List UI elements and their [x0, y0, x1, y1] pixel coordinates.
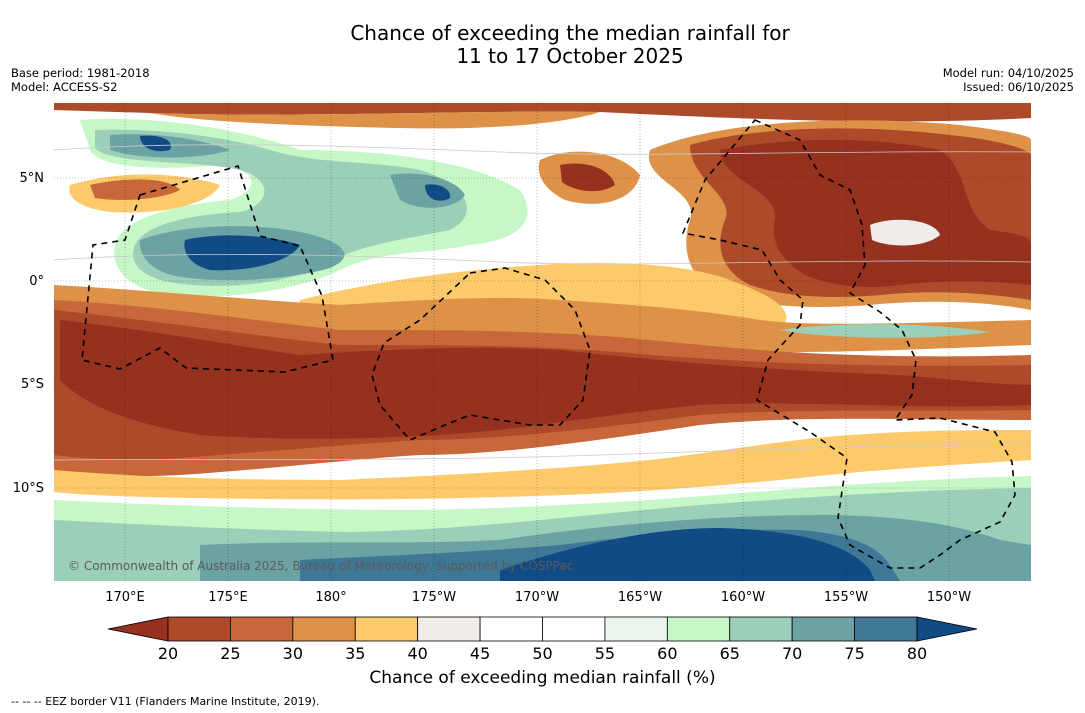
colorbar-segment: [167, 616, 231, 642]
title-line-2: 11 to 17 October 2025: [456, 44, 684, 68]
colorbar-arrow-low: [107, 616, 169, 642]
colorbar-segment: [854, 616, 918, 642]
colorbar-segment: [666, 616, 731, 642]
lon-label-180: 180°: [315, 590, 347, 605]
lat-label-10s: 10°S: [12, 481, 44, 496]
nw-deep-blue-zone: [140, 135, 451, 271]
colorbar-arrow-high: [916, 616, 978, 642]
lat-label-0: 0°: [29, 274, 44, 289]
model-run: Model run: 04/10/2025: [942, 66, 1074, 80]
colorbar-tick-label: 65: [719, 644, 740, 663]
colorbar-tick-label: 50: [532, 644, 553, 663]
colorbar-segment: [230, 616, 294, 642]
colorbar-segment: [354, 616, 419, 642]
lon-label-150w: 150°W: [926, 590, 972, 605]
colorbar-segment: [791, 616, 855, 642]
lon-label-165w: 165°W: [617, 590, 663, 605]
lat-label-5s: 5°S: [20, 377, 44, 392]
colorbar-tick-label: 30: [282, 644, 303, 663]
colorbar-segment: [417, 616, 481, 642]
lon-label-160w: 160°W: [720, 590, 766, 605]
north-brown-band: [54, 103, 1031, 122]
meta-right: Model run: 04/10/2025 Issued: 06/10/2025: [943, 66, 1074, 94]
model-name: Model: ACCESS-S2: [11, 80, 118, 94]
colorbar-tick-label: 75: [844, 644, 865, 663]
colorbar-segment: [292, 616, 356, 642]
colorbar-tick-label: 55: [594, 644, 616, 663]
colorbar-tick-label: 80: [906, 644, 928, 663]
map-title: Chance of exceeding the median rainfall …: [0, 22, 1085, 68]
lon-label-170e: 170°E: [105, 590, 145, 605]
lon-label-175w: 175°W: [411, 590, 457, 605]
n-brown-patch: [90, 179, 180, 200]
meta-left: Base period: 1981-2018 Model: ACCESS-S2: [11, 66, 150, 94]
n-center-brown: [560, 163, 615, 192]
issued-date: Issued: 06/10/2025: [963, 80, 1074, 94]
lon-label-155w: 155°W: [823, 590, 869, 605]
map-field: [54, 103, 1031, 581]
colorbar-tick-label: 25: [220, 644, 241, 663]
gridlines: [54, 103, 1031, 581]
colorbar-tick-label: 35: [345, 644, 366, 663]
title-line-1: Chance of exceeding the median rainfall …: [350, 21, 790, 45]
colorbar-tick-label: 60: [657, 644, 678, 663]
colorbar-tick-label: 20: [157, 644, 179, 663]
base-period: Base period: 1981-2018: [11, 66, 150, 80]
south-darkest-brown: [60, 320, 1031, 439]
colorbar-segment: [542, 616, 606, 642]
colorbar-tick-label: 70: [781, 644, 803, 663]
north-orange-band: [150, 111, 600, 129]
south-yellow-fringe: [54, 430, 1031, 500]
colorbar-label: Chance of exceeding median rainfall (%): [369, 668, 716, 688]
lat-label-5n: 5°N: [19, 171, 45, 186]
colorbar-tick-label: 45: [469, 644, 491, 663]
colorbar-tick-label: 40: [407, 644, 428, 663]
copyright-text: © Commonwealth of Australia 2025, Bureau…: [68, 559, 573, 573]
ne-darkest-brown: [720, 139, 1031, 287]
contour-lines: [54, 144, 1031, 461]
south-darkest-blue-region: [500, 528, 875, 581]
lon-label-175e: 175°E: [208, 590, 248, 605]
east-green-streak: [780, 324, 990, 338]
ne-light-patch: [870, 219, 940, 246]
colorbar: [107, 616, 978, 642]
colorbar-segment: [479, 616, 543, 642]
colorbar-segment: [604, 616, 668, 642]
colorbar-segment: [729, 616, 793, 642]
eez-borders: [81, 119, 1016, 569]
eez-footer-note: -- -- -- EEZ border V11 (Flanders Marine…: [11, 695, 320, 708]
lon-label-170w: 170°W: [514, 590, 560, 605]
